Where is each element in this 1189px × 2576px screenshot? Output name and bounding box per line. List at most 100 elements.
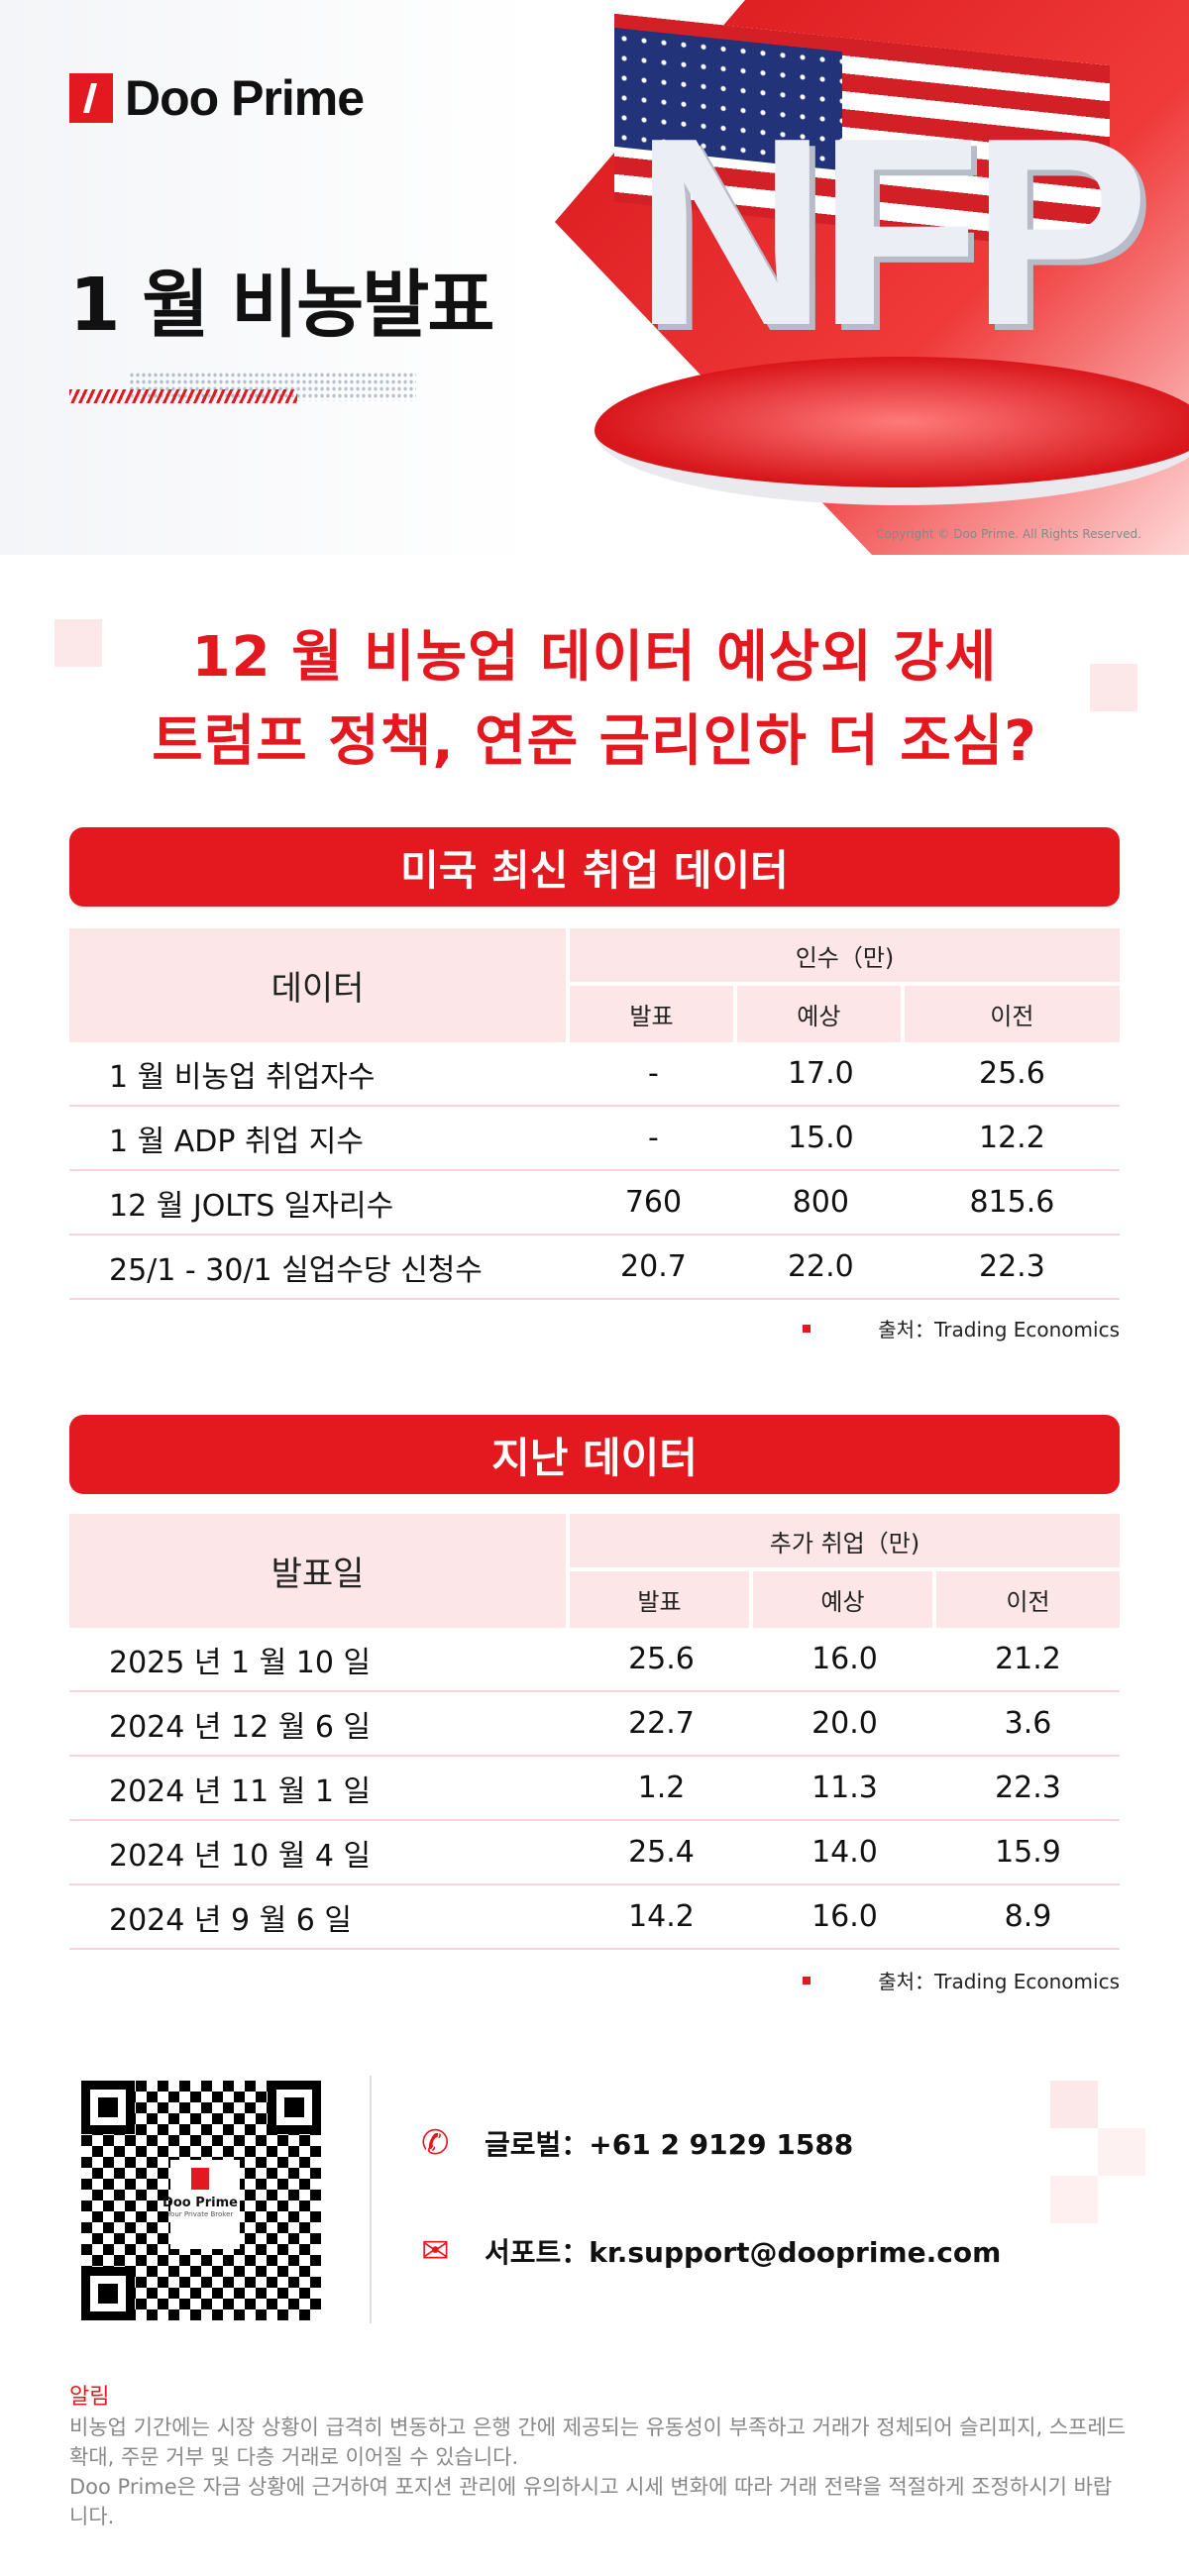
- qr-finder: [81, 2267, 135, 2320]
- cell-actual: 760: [570, 1171, 737, 1235]
- decor-square: [1050, 2176, 1098, 2223]
- table-row: 2024 년 9 월 6 일 14.2 16.0 8.9: [69, 1885, 1120, 1950]
- qr-logo: Doo Prime Your Private Broker: [151, 2168, 250, 2218]
- decor-square: [1090, 664, 1137, 711]
- row-label: 12 월 JOLTS 일자리수: [69, 1171, 570, 1235]
- source-note: 출처：Trading Economics: [803, 1966, 1120, 1994]
- logo-text: Doo Prime: [125, 70, 365, 126]
- col-header-actual: 발표: [570, 986, 737, 1042]
- cell-previous: 21.2: [936, 1628, 1120, 1692]
- cell-previous: 12.2: [904, 1107, 1120, 1171]
- cell-previous: 815.6: [904, 1171, 1120, 1235]
- cell-actual: 14.2: [570, 1885, 753, 1950]
- row-label: 2025 년 1 월 10 일: [69, 1628, 570, 1692]
- cell-previous: 15.9: [936, 1821, 1120, 1885]
- phone-number[interactable]: +61 2 9129 1588: [589, 2128, 854, 2161]
- qr-finder: [268, 2081, 321, 2134]
- row-label: 1 월 비농업 취업자수: [69, 1042, 570, 1107]
- cell-actual: 22.7: [570, 1692, 753, 1757]
- table-row: 2024 년 11 월 1 일 1.2 11.3 22.3: [69, 1757, 1120, 1821]
- cell-forecast: 800: [736, 1171, 905, 1235]
- envelope-icon: ✉: [421, 2231, 450, 2271]
- decor-square: [54, 619, 102, 667]
- col-group-header: 추가 취업（만): [570, 1514, 1120, 1571]
- cell-previous: 22.3: [904, 1235, 1120, 1300]
- col-header-data: 데이터: [69, 928, 570, 1042]
- notice-paragraph: Doo Prime은 자금 상황에 근거하여 포지션 관리에 유의하시고 시세 …: [69, 2475, 1113, 2528]
- col-header-forecast: 예상: [753, 1571, 936, 1628]
- cell-actual: 25.6: [570, 1628, 753, 1692]
- cell-previous: 3.6: [936, 1692, 1120, 1757]
- row-label: 2024 년 11 월 1 일: [69, 1757, 570, 1821]
- bullet-icon: [803, 1976, 811, 1985]
- cell-forecast: 16.0: [753, 1885, 936, 1950]
- bullet-icon: [803, 1324, 811, 1333]
- col-group-header: 인수（만): [570, 928, 1120, 986]
- cell-actual: -: [570, 1042, 737, 1107]
- section-title-latest: 미국 최신 취업 데이터: [69, 827, 1120, 907]
- col-header-actual: 발표: [570, 1571, 753, 1628]
- email-contact[interactable]: ✉ 서포트：kr.support@dooprime.com: [421, 2231, 1001, 2271]
- podium-image: [594, 357, 1189, 505]
- latest-data-table: 데이터 인수（만) 발표 예상 이전 1 월 비농업 취업자수 -17.0 25.6…: [69, 928, 1120, 1300]
- divider: [370, 2076, 372, 2323]
- source-note: 출처：Trading Economics: [803, 1314, 1120, 1342]
- doo-prime-logo: Doo Prime: [69, 69, 365, 127]
- headline-line1: 12 월 비농업 데이터 예상외 강세: [191, 625, 998, 690]
- col-header-previous: 이전: [904, 986, 1120, 1042]
- notice: 알림 비농업 기간에는 시장 상황이 급격히 변동하고 은행 간에 제공되는 유…: [69, 2383, 1130, 2531]
- table-row: 2024 년 12 월 6 일 22.7 20.0 3.6: [69, 1692, 1120, 1757]
- phone-contact[interactable]: ✆ 글로벌：+61 2 9129 1588: [421, 2123, 853, 2163]
- cell-forecast: 15.0: [736, 1107, 905, 1171]
- decor-square: [1098, 2128, 1145, 2176]
- logo-mark-icon: [69, 73, 113, 123]
- table-row: 2025 년 1 월 10 일 25.6 16.0 21.2: [69, 1628, 1120, 1692]
- cell-actual: 20.7: [570, 1235, 737, 1300]
- cell-previous: 22.3: [936, 1757, 1120, 1821]
- table-row: 1 월 ADP 취업 지수 -15.0 12.2: [69, 1107, 1120, 1171]
- row-label: 2024 년 12 월 6 일: [69, 1692, 570, 1757]
- notice-paragraph: 비농업 기간에는 시장 상황이 급격히 변동하고 은행 간에 제공되는 유동성이…: [69, 2415, 1127, 2469]
- cell-forecast: 11.3: [753, 1757, 936, 1821]
- cell-forecast: 16.0: [753, 1628, 936, 1692]
- table-row: 1 월 비농업 취업자수 -17.0 25.6: [69, 1042, 1120, 1107]
- qr-tagline: Your Private Broker: [166, 2210, 234, 2218]
- cell-actual: 25.4: [570, 1821, 753, 1885]
- cell-forecast: 17.0: [736, 1042, 905, 1107]
- row-label: 25/1 - 30/1 실업수당 신청수: [69, 1235, 570, 1300]
- table-row: 12 월 JOLTS 일자리수 760 800 815.6: [69, 1171, 1120, 1235]
- logo-mark-icon: [191, 2168, 209, 2190]
- row-label: 2024 년 9 월 6 일: [69, 1885, 570, 1950]
- headline-line2: 트럼프 정책, 연준 금리인하 더 조심?: [152, 709, 1037, 774]
- cell-actual: -: [570, 1107, 737, 1171]
- past-data-table: 발표일 추가 취업（만) 발표 예상 이전 2025 년 1 월 10 일 25.…: [69, 1514, 1120, 1950]
- email-link[interactable]: kr.support@dooprime.com: [589, 2236, 1002, 2269]
- cell-forecast: 20.0: [753, 1692, 936, 1757]
- table-row: 25/1 - 30/1 실업수당 신청수 20.7 22.0 22.3: [69, 1235, 1120, 1300]
- table-row: 2024 년 10 월 4 일 25.4 14.0 15.9: [69, 1821, 1120, 1885]
- cell-actual: 1.2: [570, 1757, 753, 1821]
- cell-previous: 8.9: [936, 1885, 1120, 1950]
- copyright: Copyright © Doo Prime. All Rights Reserv…: [875, 527, 1141, 541]
- col-header-previous: 이전: [936, 1571, 1120, 1628]
- col-header-date: 발표일: [69, 1514, 570, 1628]
- cell-forecast: 14.0: [753, 1821, 936, 1885]
- source-text: 출처：Trading Economics: [878, 1970, 1120, 1993]
- notice-title: 알림: [69, 2385, 110, 2410]
- col-header-forecast: 예상: [736, 986, 905, 1042]
- phone-label: 글로벌：: [485, 2128, 590, 2161]
- nfp-art-text: NFP: [634, 83, 1149, 381]
- qr-logo-text: Doo Prime: [162, 2196, 238, 2210]
- cell-forecast: 22.0: [736, 1235, 905, 1300]
- qr-code[interactable]: Doo Prime Your Private Broker: [81, 2081, 321, 2320]
- row-label: 2024 년 10 월 4 일: [69, 1821, 570, 1885]
- hatch-decoration: [69, 389, 297, 403]
- email-label: 서포트：: [485, 2236, 590, 2269]
- phone-icon: ✆: [421, 2123, 450, 2163]
- row-label: 1 월 ADP 취업 지수: [69, 1107, 570, 1171]
- qr-finder: [81, 2081, 135, 2134]
- source-text: 출처：Trading Economics: [878, 1318, 1120, 1342]
- hero-banner: NFP Doo Prime 1 월 비농발표 Copyright © Doo P…: [0, 0, 1189, 555]
- hero-title: 1 월 비농발표: [69, 263, 494, 348]
- cell-previous: 25.6: [904, 1042, 1120, 1107]
